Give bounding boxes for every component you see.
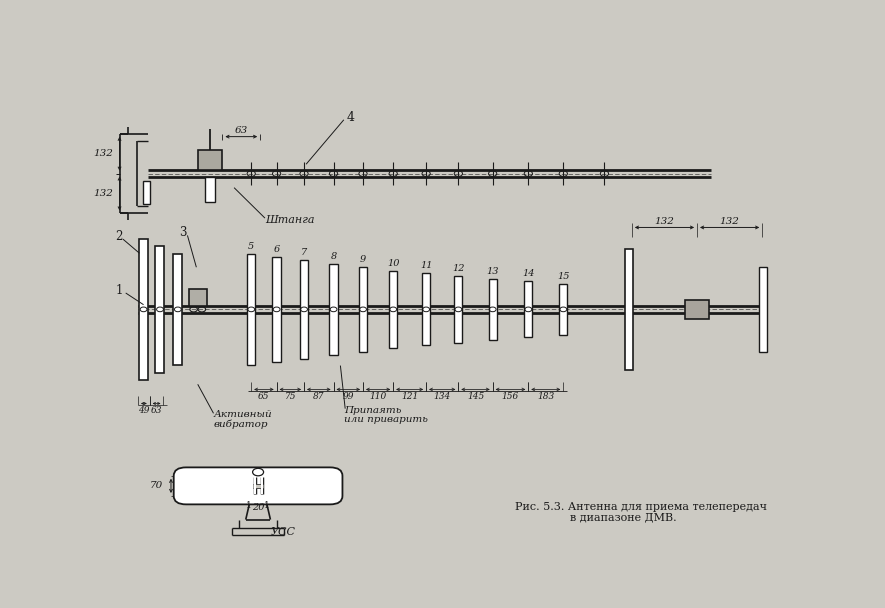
Circle shape — [252, 468, 264, 476]
Bar — [329, 264, 338, 355]
Text: 75: 75 — [285, 392, 296, 401]
Text: 8: 8 — [330, 252, 336, 261]
Text: 63: 63 — [235, 126, 248, 135]
Bar — [758, 268, 767, 351]
Text: 145: 145 — [467, 392, 484, 401]
Text: Штанга: Штанга — [265, 215, 314, 226]
Text: 14: 14 — [522, 269, 535, 278]
Text: 134: 134 — [434, 392, 450, 401]
Text: 183: 183 — [537, 392, 554, 401]
Text: 156: 156 — [502, 392, 519, 401]
Text: Рис. 5.3. Антенна для приема телепередач: Рис. 5.3. Антенна для приема телепередач — [515, 502, 767, 513]
Text: Припаять: Припаять — [343, 406, 401, 415]
Bar — [205, 178, 215, 202]
Bar — [524, 282, 533, 337]
Text: 5: 5 — [248, 242, 254, 251]
Text: 132: 132 — [93, 150, 112, 159]
Text: 65: 65 — [258, 392, 270, 401]
Bar — [359, 268, 367, 351]
Bar — [559, 283, 567, 335]
Text: 13: 13 — [487, 267, 499, 276]
Bar — [685, 300, 710, 319]
Text: 1: 1 — [264, 501, 270, 510]
Bar — [422, 274, 430, 345]
Text: 9: 9 — [360, 255, 366, 264]
Text: 87: 87 — [313, 392, 325, 401]
Text: 132: 132 — [93, 188, 112, 198]
Text: в диапазоне ДМВ.: в диапазоне ДМВ. — [570, 512, 677, 522]
Text: 70: 70 — [150, 482, 163, 491]
Text: 10: 10 — [387, 258, 399, 268]
Text: 4: 4 — [347, 111, 355, 124]
Bar — [155, 246, 164, 373]
Text: 1: 1 — [115, 284, 122, 297]
Bar — [625, 249, 634, 370]
Text: 132: 132 — [655, 217, 674, 226]
Text: 12: 12 — [452, 264, 465, 273]
Text: 15: 15 — [557, 272, 570, 281]
Text: 49: 49 — [138, 406, 150, 415]
Bar — [189, 289, 207, 306]
Bar — [454, 276, 463, 343]
Text: вибратор: вибратор — [213, 420, 268, 429]
Bar — [273, 257, 281, 362]
Text: или приварить: или приварить — [343, 415, 427, 424]
Text: 20: 20 — [252, 503, 265, 513]
Text: 110: 110 — [370, 392, 387, 401]
Bar — [247, 254, 256, 365]
Bar — [300, 260, 308, 359]
Text: 3: 3 — [179, 226, 187, 238]
Bar — [142, 181, 150, 204]
FancyBboxPatch shape — [173, 468, 342, 505]
Text: Активный: Активный — [213, 410, 272, 420]
Bar — [489, 279, 496, 340]
Bar — [197, 150, 222, 170]
Bar — [139, 239, 148, 379]
Text: 7: 7 — [301, 248, 307, 257]
Text: 132: 132 — [720, 217, 740, 226]
Text: 11: 11 — [419, 261, 433, 271]
Bar — [173, 254, 182, 365]
Text: 63: 63 — [150, 406, 162, 415]
Text: 6: 6 — [273, 245, 280, 254]
Bar — [389, 271, 397, 348]
Text: 99: 99 — [342, 392, 354, 401]
Text: 121: 121 — [401, 392, 419, 401]
Text: 1: 1 — [246, 501, 252, 510]
Text: УСС: УСС — [271, 527, 296, 537]
Text: 2: 2 — [115, 230, 122, 243]
